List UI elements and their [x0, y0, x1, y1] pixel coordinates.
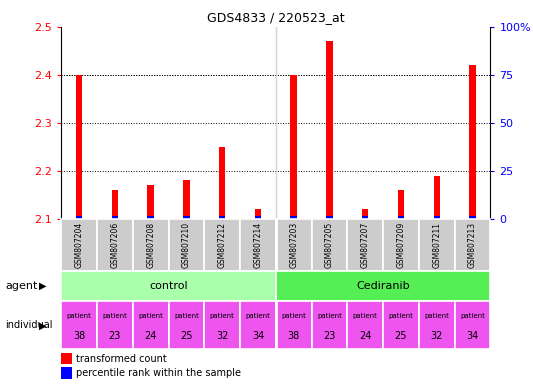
- Text: patient: patient: [389, 313, 414, 319]
- Text: 25: 25: [395, 331, 407, 341]
- Bar: [204, 301, 240, 349]
- Bar: [204, 219, 240, 271]
- Text: GSM807208: GSM807208: [146, 222, 155, 268]
- Bar: [469, 216, 475, 219]
- Bar: [148, 185, 154, 219]
- Text: 32: 32: [216, 331, 228, 341]
- Text: 24: 24: [359, 331, 372, 341]
- Bar: [61, 367, 72, 379]
- Text: percentile rank within the sample: percentile rank within the sample: [76, 368, 241, 378]
- Bar: [276, 219, 312, 271]
- Text: patient: patient: [246, 313, 270, 319]
- Text: 24: 24: [144, 331, 157, 341]
- Text: 38: 38: [73, 331, 85, 341]
- Bar: [455, 219, 490, 271]
- Text: patient: patient: [174, 313, 199, 319]
- Text: patient: patient: [210, 313, 235, 319]
- Bar: [168, 219, 204, 271]
- Bar: [76, 216, 83, 219]
- Text: GSM807213: GSM807213: [468, 222, 477, 268]
- Bar: [133, 301, 168, 349]
- Text: transformed count: transformed count: [76, 354, 167, 364]
- Bar: [326, 41, 333, 219]
- Text: patient: patient: [102, 313, 127, 319]
- Bar: [183, 180, 190, 219]
- Text: patient: patient: [281, 313, 306, 319]
- Bar: [133, 219, 168, 271]
- Text: patient: patient: [67, 313, 92, 319]
- Bar: [148, 216, 154, 219]
- Text: GSM807204: GSM807204: [75, 222, 84, 268]
- Bar: [61, 271, 276, 301]
- Bar: [383, 219, 419, 271]
- Bar: [383, 301, 419, 349]
- Bar: [348, 219, 383, 271]
- Bar: [290, 216, 297, 219]
- Text: GSM807210: GSM807210: [182, 222, 191, 268]
- Text: GSM807207: GSM807207: [361, 222, 370, 268]
- Text: patient: patient: [317, 313, 342, 319]
- Bar: [61, 219, 97, 271]
- Bar: [290, 75, 297, 219]
- Text: 34: 34: [466, 331, 479, 341]
- Bar: [240, 219, 276, 271]
- Text: individual: individual: [5, 320, 53, 331]
- Bar: [362, 209, 368, 219]
- Text: 38: 38: [288, 331, 300, 341]
- Bar: [312, 219, 348, 271]
- Bar: [183, 216, 190, 219]
- Text: patient: patient: [138, 313, 163, 319]
- Text: ▶: ▶: [39, 320, 46, 331]
- Text: 25: 25: [180, 331, 193, 341]
- Bar: [219, 147, 225, 219]
- Bar: [455, 301, 490, 349]
- Bar: [219, 216, 225, 219]
- Text: ▶: ▶: [39, 281, 46, 291]
- Bar: [398, 190, 404, 219]
- Bar: [312, 301, 348, 349]
- Bar: [112, 216, 118, 219]
- Bar: [276, 271, 490, 301]
- Text: GSM807206: GSM807206: [110, 222, 119, 268]
- Text: patient: patient: [353, 313, 378, 319]
- Bar: [61, 353, 72, 364]
- Text: GSM807214: GSM807214: [254, 222, 262, 268]
- Text: agent: agent: [5, 281, 38, 291]
- Bar: [240, 301, 276, 349]
- Text: Cediranib: Cediranib: [356, 281, 410, 291]
- Bar: [469, 65, 475, 219]
- Bar: [419, 301, 455, 349]
- Bar: [255, 209, 261, 219]
- Bar: [168, 301, 204, 349]
- Bar: [326, 216, 333, 219]
- Text: GSM807209: GSM807209: [397, 222, 406, 268]
- Bar: [398, 216, 404, 219]
- Bar: [433, 216, 440, 219]
- Bar: [362, 216, 368, 219]
- Text: GSM807205: GSM807205: [325, 222, 334, 268]
- Bar: [112, 190, 118, 219]
- Text: patient: patient: [460, 313, 485, 319]
- Bar: [61, 301, 97, 349]
- Bar: [276, 301, 312, 349]
- Bar: [419, 219, 455, 271]
- Text: 32: 32: [431, 331, 443, 341]
- Bar: [97, 219, 133, 271]
- Title: GDS4833 / 220523_at: GDS4833 / 220523_at: [207, 11, 345, 24]
- Bar: [76, 75, 83, 219]
- Text: GSM807203: GSM807203: [289, 222, 298, 268]
- Text: 34: 34: [252, 331, 264, 341]
- Bar: [433, 176, 440, 219]
- Text: GSM807211: GSM807211: [432, 222, 441, 268]
- Text: 23: 23: [324, 331, 336, 341]
- Text: control: control: [149, 281, 188, 291]
- Bar: [97, 301, 133, 349]
- Bar: [348, 301, 383, 349]
- Text: GSM807212: GSM807212: [217, 222, 227, 268]
- Text: patient: patient: [424, 313, 449, 319]
- Bar: [255, 216, 261, 219]
- Text: 23: 23: [109, 331, 121, 341]
